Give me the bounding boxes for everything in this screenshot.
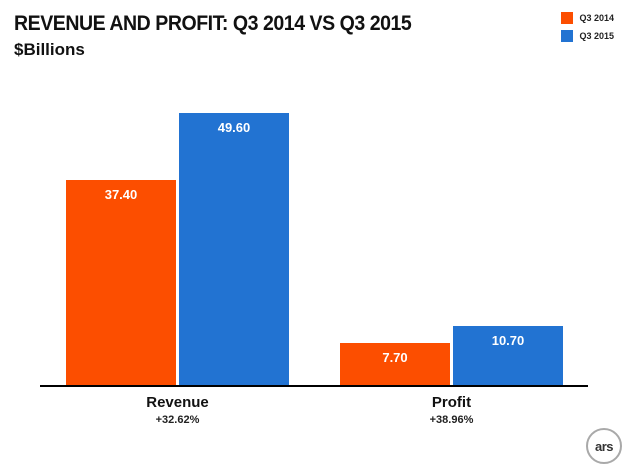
category-percent-change: +32.62% [155,414,200,426]
category-name: Revenue [146,394,209,411]
legend-item-q3-2015: Q3 2015 [561,30,614,42]
bar-profit-q3-2014: 7.70 [340,343,450,385]
bar-revenue-q3-2014: 37.40 [66,180,176,385]
legend: Q3 2014 Q3 2015 [561,12,614,48]
category-label-revenue: Revenue +32.62% [146,394,209,426]
bar-value-label: 7.70 [382,350,408,365]
ars-logo-text: ars [594,438,614,454]
legend-swatch-q3-2015-icon [561,30,574,42]
bar-profit-q3-2015: 10.70 [453,326,563,385]
bar-value-label: 10.70 [491,333,525,348]
chart-title: REVENUE AND PROFIT: Q3 2014 VS Q3 2015 [14,12,412,35]
legend-label-q3-2014: Q3 2014 [579,13,614,23]
bar-value-label: 37.40 [104,187,138,202]
bar-revenue-q3-2015: 49.60 [179,113,289,385]
category-name: Profit [431,394,472,411]
chart-subtitle: $Billions [14,40,85,59]
category-label-profit: Profit +38.96% [430,394,474,426]
bar-value-label: 49.60 [217,120,251,135]
plot-area: 37.40 49.60 7.70 10.70 [40,100,588,387]
legend-item-q3-2014: Q3 2014 [561,12,614,24]
ars-logo-icon: ars [586,428,622,464]
legend-swatch-q3-2014-icon [561,12,574,24]
category-percent-change: +38.96% [429,414,474,426]
category-labels: Revenue +32.62% Profit +38.96% [40,394,588,450]
legend-label-q3-2015: Q3 2015 [579,31,614,41]
